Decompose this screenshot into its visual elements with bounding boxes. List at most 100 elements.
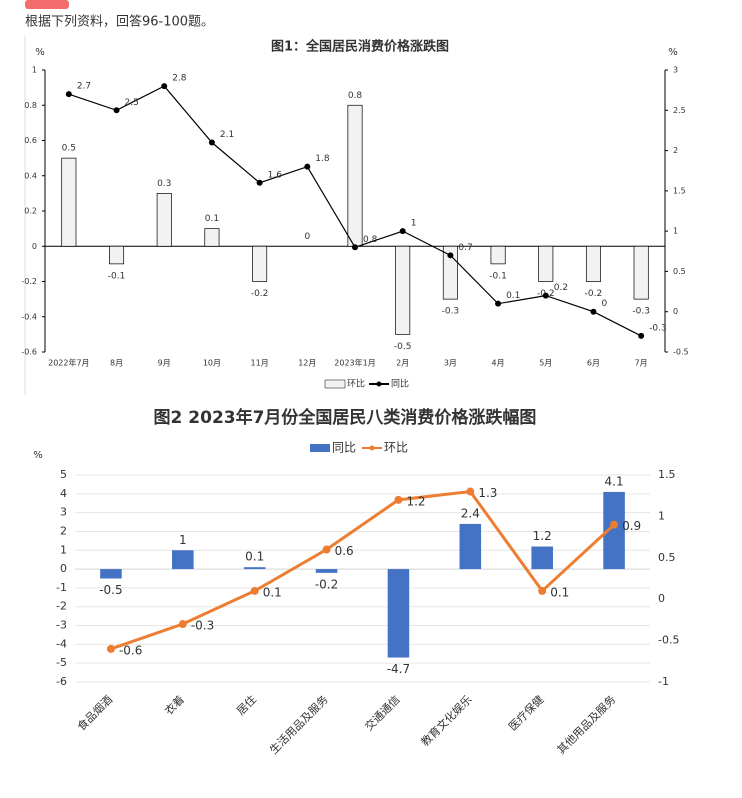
y-tick-label: 0 xyxy=(32,242,37,251)
bar-label: -0.2 xyxy=(585,289,603,299)
line-point xyxy=(208,139,215,146)
y2-tick-label: 2.5 xyxy=(673,106,686,115)
y-tick-label: 0 xyxy=(60,562,67,575)
chart-title: 图2 2023年7月份全国居民八类消费价格涨跌幅图 xyxy=(154,407,537,428)
line-label: -0.3 xyxy=(191,619,214,633)
y-axis-label: % xyxy=(33,450,43,461)
y-tick-label: 0.2 xyxy=(24,207,37,216)
bar xyxy=(315,569,338,573)
bar xyxy=(387,569,410,658)
line-point xyxy=(399,228,406,235)
line-label: 0.1 xyxy=(550,585,569,599)
x-tick-label: 4月 xyxy=(492,359,505,368)
line-point xyxy=(495,300,502,307)
y2-tick-label: 2 xyxy=(673,146,678,155)
legend-swatch xyxy=(369,445,375,451)
line-point xyxy=(106,644,115,653)
line-point xyxy=(304,163,311,170)
bar xyxy=(204,228,220,247)
line-label: 1.3 xyxy=(478,486,497,500)
y2-tick-label: 1.5 xyxy=(673,186,686,195)
y2-tick-label: 1.5 xyxy=(658,468,676,481)
line-label: 1.2 xyxy=(406,494,425,508)
line-point xyxy=(178,620,187,629)
bar xyxy=(633,245,649,300)
line-label: 0.8 xyxy=(363,235,378,245)
x-tick-label: 食品烟酒 xyxy=(74,692,115,733)
x-tick-label: 生活用品及服务 xyxy=(266,692,330,756)
y-tick-label: 3 xyxy=(60,506,67,519)
bar xyxy=(603,491,625,570)
y-tick-label: 1 xyxy=(32,66,37,75)
line-label: 1.8 xyxy=(315,154,330,164)
y2-tick-label: -1 xyxy=(658,675,669,688)
y-tick-label: -0.4 xyxy=(21,312,37,321)
line xyxy=(110,489,616,651)
x-tick-label: 居住 xyxy=(233,692,258,717)
bar-label: -0.3 xyxy=(632,307,650,317)
bar-label: 0.8 xyxy=(348,91,363,101)
line-point xyxy=(256,179,263,186)
legend-label: 同比 xyxy=(332,441,356,455)
bar-label: 0.5 xyxy=(62,144,76,154)
line-point xyxy=(447,252,454,259)
line-label: 0.6 xyxy=(335,544,354,558)
bar-label: 2.4 xyxy=(461,506,480,520)
line-point xyxy=(161,83,168,90)
y-tick-label: 1 xyxy=(60,543,67,556)
x-tick-label: 2月 xyxy=(396,359,409,368)
y-tick-label: -5 xyxy=(56,656,67,669)
bar xyxy=(109,245,125,265)
legend-label: 环比 xyxy=(347,378,365,390)
line-label: 1 xyxy=(411,219,417,229)
x-tick-label: 2023年1月 xyxy=(334,358,375,368)
bar xyxy=(490,245,506,265)
line-label: 0.9 xyxy=(622,519,641,533)
bar xyxy=(156,193,172,247)
line-label: 2.8 xyxy=(172,74,187,84)
bar xyxy=(538,245,554,282)
line-point xyxy=(542,292,549,299)
line-point xyxy=(538,586,547,595)
line-point xyxy=(610,520,619,529)
line-label: -0.3 xyxy=(649,323,667,333)
y-tick-label: 0.6 xyxy=(24,136,37,145)
line-point xyxy=(65,91,72,98)
y2-tick-label: 0 xyxy=(673,307,678,316)
line-label: -0.6 xyxy=(119,643,142,657)
bar xyxy=(395,245,411,335)
line-point xyxy=(466,487,475,496)
bar-label: -0.5 xyxy=(394,342,412,352)
x-tick-label: 12月 xyxy=(298,359,316,368)
y2-tick-label: 0.5 xyxy=(658,551,676,564)
bar-label: 0.3 xyxy=(157,179,171,189)
y-tick-label: -6 xyxy=(56,675,67,688)
bar-label: -0.1 xyxy=(489,271,507,281)
y2-tick-label: 1 xyxy=(658,509,665,522)
chart-title: 图1：全国居民消费价格涨跌图 xyxy=(271,39,449,55)
line-point xyxy=(394,495,403,504)
y2-tick-label: -0.5 xyxy=(673,348,689,357)
y-tick-label: 0.4 xyxy=(24,171,37,180)
bar-label: 0.1 xyxy=(245,550,264,564)
x-tick-label: 交通通信 xyxy=(362,692,403,733)
x-tick-label: 5月 xyxy=(539,359,552,368)
legend-swatch xyxy=(324,379,346,389)
y-tick-label: -2 xyxy=(56,600,67,613)
line-point xyxy=(322,545,331,554)
bar-label: 0 xyxy=(304,232,310,242)
line-label: 2.5 xyxy=(125,98,139,108)
line-label: 2.7 xyxy=(77,82,91,92)
x-tick-label: 医疗保健 xyxy=(505,692,546,733)
bar xyxy=(347,104,363,247)
line-label: 1.6 xyxy=(268,170,283,180)
y-tick-label: -0.6 xyxy=(21,348,37,357)
bar-label: 0.1 xyxy=(205,214,219,224)
x-tick-label: 8月 xyxy=(110,359,123,368)
line-label: 0.7 xyxy=(458,243,472,253)
bar xyxy=(531,546,553,570)
y2-tick-label: 3 xyxy=(673,66,678,75)
bar xyxy=(172,550,194,570)
x-tick-label: 11月 xyxy=(251,359,269,368)
